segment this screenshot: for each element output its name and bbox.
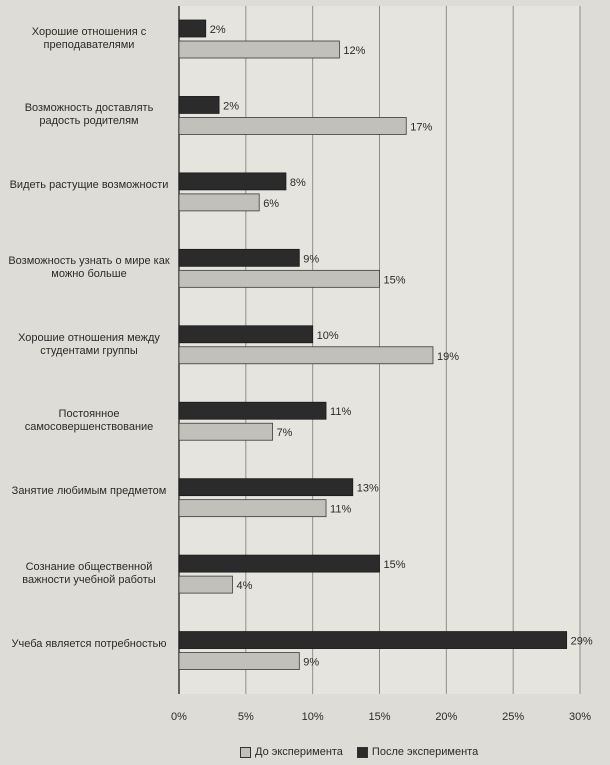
x-tick-label: 15% bbox=[368, 711, 390, 723]
bar-after bbox=[178, 248, 300, 267]
bar-after bbox=[178, 172, 287, 191]
value-label-after: 13% bbox=[357, 483, 379, 495]
bar-before bbox=[178, 40, 340, 59]
bar-before bbox=[178, 575, 233, 594]
value-label-after: 8% bbox=[290, 177, 306, 189]
category-label: Учеба является потребностью bbox=[11, 637, 167, 650]
bar-after bbox=[178, 325, 314, 344]
legend: До эксперимента После эксперимента bbox=[240, 746, 478, 758]
value-label-before: 17% bbox=[410, 121, 432, 133]
category-label: Возможность узнать о мире как можно боль… bbox=[8, 255, 170, 281]
value-label-after: 9% bbox=[303, 253, 319, 265]
bar-before bbox=[178, 269, 380, 288]
category-label: Видеть растущие возможности bbox=[9, 178, 169, 191]
legend-label-after: После эксперимента bbox=[371, 746, 479, 758]
category-label: Возможность доставлять радость родителям bbox=[24, 102, 154, 128]
value-label-before: 7% bbox=[277, 427, 293, 439]
x-tick-label: 25% bbox=[502, 711, 524, 723]
legend-swatch-before bbox=[240, 746, 251, 758]
bar-after bbox=[178, 19, 207, 38]
legend-swatch-after bbox=[356, 746, 368, 758]
bar-before bbox=[178, 652, 300, 670]
x-tick-label: 30% bbox=[569, 711, 591, 723]
value-label-before: 9% bbox=[303, 657, 319, 669]
bar-after bbox=[178, 96, 220, 114]
x-tick-label: 10% bbox=[302, 711, 324, 723]
category-label: Занятие любимым предметом bbox=[11, 484, 167, 497]
value-label-after: 10% bbox=[317, 330, 339, 342]
category-label: Сознание общественной важности учебной р… bbox=[22, 561, 156, 587]
bar-after bbox=[178, 401, 327, 420]
value-label-after: 2% bbox=[210, 24, 226, 36]
value-label-after: 29% bbox=[571, 636, 593, 648]
legend-label-before: До эксперимента bbox=[255, 746, 343, 758]
value-label-after: 15% bbox=[384, 559, 406, 571]
value-label-before: 4% bbox=[236, 580, 252, 592]
bar-after bbox=[178, 478, 354, 497]
x-tick-label: 20% bbox=[435, 711, 457, 723]
bar-after bbox=[178, 631, 568, 649]
value-label-after: 2% bbox=[223, 100, 239, 112]
category-label: Хорошие отношения между студентами групп… bbox=[18, 331, 160, 357]
value-label-before: 15% bbox=[384, 274, 406, 286]
value-label-before: 19% bbox=[437, 351, 459, 363]
bar-before bbox=[178, 422, 273, 441]
bar-before bbox=[178, 499, 327, 518]
bar-before bbox=[178, 117, 407, 135]
value-label-before: 12% bbox=[343, 45, 365, 57]
value-label-before: 11% bbox=[330, 504, 351, 516]
category-label: Хорошие отношения с преподавателями bbox=[31, 26, 147, 51]
value-label-before: 6% bbox=[263, 198, 279, 210]
x-tick-label: 5% bbox=[238, 711, 254, 723]
bar-before bbox=[178, 193, 260, 212]
bar-after bbox=[178, 554, 380, 573]
x-tick-label: 0% bbox=[171, 711, 187, 723]
value-label-after: 11% bbox=[330, 406, 351, 418]
bar-before bbox=[178, 346, 434, 365]
category-label: Постоянное самосовершенствование bbox=[24, 408, 154, 434]
